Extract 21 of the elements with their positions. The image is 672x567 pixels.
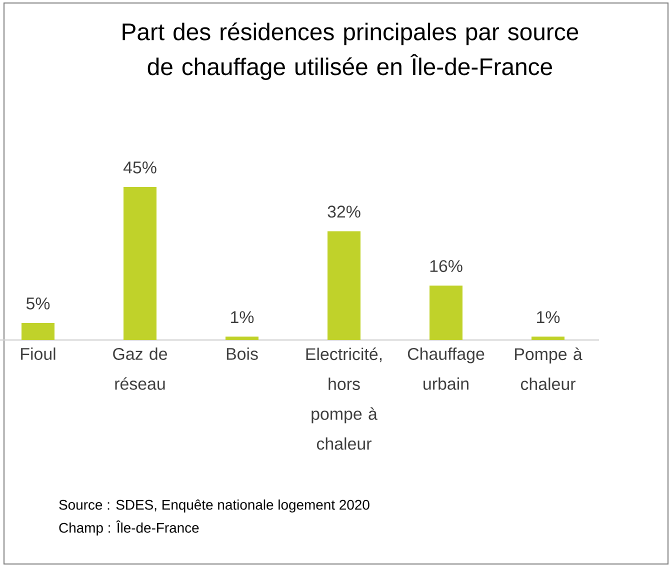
- bar: [532, 336, 565, 340]
- bar: [430, 286, 463, 340]
- chart-title: Part des résidences principales par source de chauffage utilisée en Île-de-France: [122, 22, 578, 80]
- x-tick-label: Gaz de réseau: [113, 348, 168, 390]
- data-label: 5%: [26, 298, 50, 310]
- x-tick-label: Fioul: [21, 348, 56, 360]
- bar: [328, 231, 361, 340]
- data-label: 32%: [328, 206, 360, 218]
- bar: [124, 186, 157, 340]
- data-label: 16%: [430, 260, 462, 272]
- source-note: Source : SDES, Enquête nationale logement 2020: [59, 499, 370, 513]
- data-label: 45%: [123, 162, 156, 174]
- x-tick-label: Pompe à chaleur: [515, 348, 582, 390]
- x-tick-label: Electricité, hors pompe à chaleur: [306, 348, 382, 450]
- bar: [22, 322, 55, 340]
- x-tick-label: Chauffage urbain: [408, 348, 484, 390]
- data-label: 1%: [537, 311, 560, 324]
- data-label: 1%: [231, 311, 254, 324]
- x-tick-label: Bois: [226, 348, 258, 360]
- bar: [226, 336, 259, 340]
- text: Champ : Île-de-France: [59, 520, 199, 536]
